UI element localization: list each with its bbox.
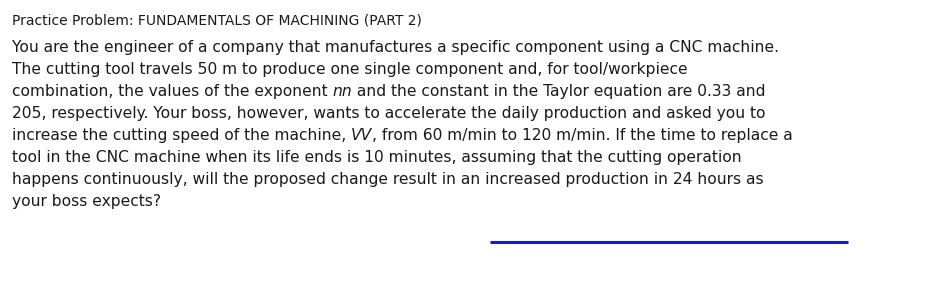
Text: and the constant in the Taylor equation are 0.33 and: and the constant in the Taylor equation … xyxy=(352,84,765,99)
Text: The cutting tool travels 50 m to produce one single component and, for tool/work: The cutting tool travels 50 m to produce… xyxy=(12,62,688,77)
Text: combination, the values of the exponent: combination, the values of the exponent xyxy=(12,84,332,99)
Text: your boss expects?: your boss expects? xyxy=(12,194,161,209)
Text: 205, respectively. Your boss, however, wants to accelerate the daily production : 205, respectively. Your boss, however, w… xyxy=(12,106,765,121)
Text: increase the cutting speed of the machine,: increase the cutting speed of the machin… xyxy=(12,128,351,143)
Text: nn: nn xyxy=(332,84,352,99)
Text: tool in the CNC machine when its life ends is 10 minutes, assuming that the cutt: tool in the CNC machine when its life en… xyxy=(12,150,742,165)
Text: You are the engineer of a company that manufactures a specific component using a: You are the engineer of a company that m… xyxy=(12,40,779,55)
Text: , from 60 m/min to 120 m/min. If the time to replace a: , from 60 m/min to 120 m/min. If the tim… xyxy=(373,128,793,143)
Text: Practice Problem: FUNDAMENTALS OF MACHINING (PART 2): Practice Problem: FUNDAMENTALS OF MACHIN… xyxy=(12,14,422,28)
Text: happens continuously, will the proposed change result in an increased production: happens continuously, will the proposed … xyxy=(12,172,763,187)
Text: VV: VV xyxy=(351,128,373,143)
